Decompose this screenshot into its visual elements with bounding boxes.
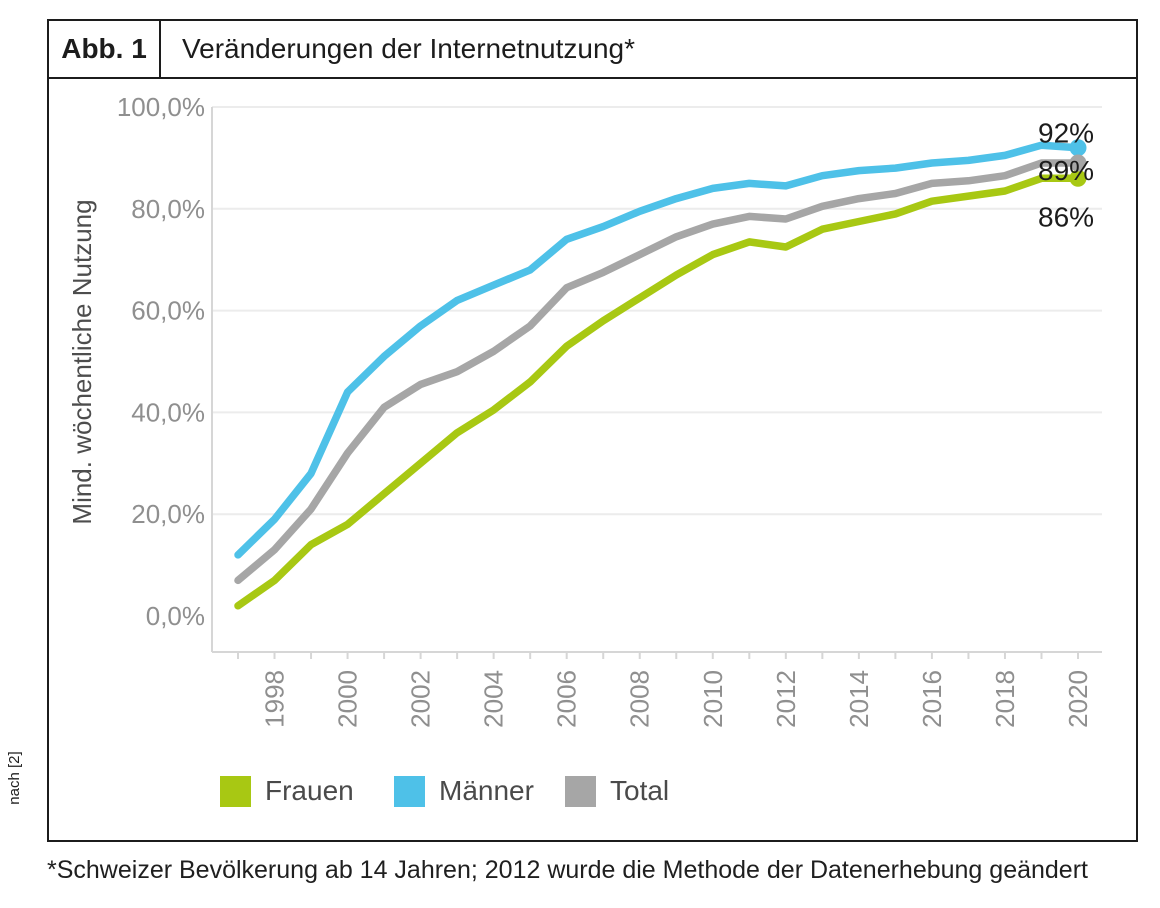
figure-label: Abb. 1: [49, 21, 161, 77]
end-dot-frauen: [1069, 169, 1087, 187]
x-tick-label: 1998: [260, 670, 290, 728]
x-tick-label: 2014: [844, 670, 874, 728]
y-tick-label: 80,0%: [131, 194, 205, 224]
y-tick-label: 100,0%: [117, 92, 205, 122]
y-tick-label: 40,0%: [131, 397, 205, 427]
legend-label-maenner: Männer: [439, 775, 534, 806]
maenner-color-swatch: [394, 775, 425, 807]
end-dot-total: [1069, 154, 1087, 172]
end-dot-männer: [1069, 139, 1087, 157]
figure-header: Abb. 1 Veränderungen der Internetnutzung…: [49, 21, 1136, 79]
legend-item-total: Total: [565, 775, 669, 807]
y-axis-title: Mind. wöchentliche Nutzung: [67, 199, 97, 524]
source-reference: nach [2]: [6, 751, 23, 805]
internet-usage-line-chart: 100,0% 80,0% 60,0% 40,0% 20,0% 0,0% 1998 2000 20…: [67, 92, 1102, 728]
legend-label-total: Total: [610, 775, 670, 806]
total-color-swatch: [565, 775, 596, 807]
x-tick-label: 2006: [552, 670, 582, 728]
end-label-total: 89%: [1038, 155, 1094, 186]
x-tick-label: 2010: [698, 670, 728, 728]
chart-legend: Frauen Männer Total: [49, 775, 1136, 809]
footnote: *Schweizer Bevölkerung ab 14 Jahren; 201…: [47, 856, 1088, 884]
x-tick-label: 2016: [917, 670, 947, 728]
x-tick-label: 2020: [1063, 670, 1093, 728]
legend-item-maenner: Männer: [394, 775, 534, 807]
figure-box: Abb. 1 Veränderungen der Internetnutzung…: [47, 19, 1138, 842]
end-label-frauen: 86%: [1038, 201, 1094, 232]
chart-area: 100,0% 80,0% 60,0% 40,0% 20,0% 0,0% 1998 2000 20…: [51, 87, 1137, 747]
x-tick-label: 2018: [990, 670, 1020, 728]
series-line-männer: [234, 141, 1082, 559]
series-line-frauen: [234, 174, 1082, 610]
x-tick-label: 2002: [406, 670, 436, 728]
legend-label-frauen: Frauen: [265, 775, 354, 806]
y-tick-label: 60,0%: [131, 296, 205, 326]
x-tick-label: 2012: [771, 670, 801, 728]
y-tick-label: 20,0%: [131, 499, 205, 529]
x-tick-label: 2008: [625, 670, 655, 728]
legend-item-frauen: Frauen: [220, 775, 354, 807]
y-tick-label: 0,0%: [146, 601, 205, 631]
x-tick-label: 2000: [333, 670, 363, 728]
figure-title: Veränderungen der Internetnutzung*: [182, 33, 636, 64]
frauen-color-swatch: [220, 775, 251, 807]
series-line-total: [234, 159, 1082, 585]
x-tick-label: 2004: [479, 670, 509, 728]
end-label-männer: 92%: [1038, 118, 1094, 149]
